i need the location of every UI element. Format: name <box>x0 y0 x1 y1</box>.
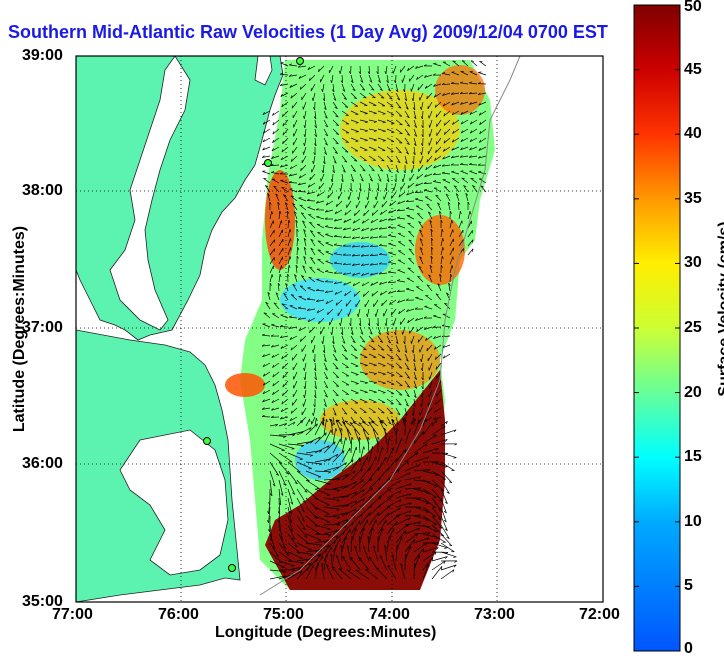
grid <box>76 56 603 602</box>
delaware-bay <box>254 56 273 86</box>
x-axis-label: Longitude (Degrees:Minutes) <box>215 624 437 641</box>
pamlico-sound <box>119 429 229 576</box>
y-tick-label: 37:00 <box>22 319 63 336</box>
x-tick-label: 77:00 <box>52 606 93 623</box>
y-tick-label: 39:00 <box>22 47 63 64</box>
y-tick-label: 35:00 <box>22 593 63 610</box>
colorbar-tick-label: 50 <box>684 0 702 15</box>
colorbar-tick-label: 25 <box>684 319 702 336</box>
y-tick-label: 38:00 <box>22 182 63 199</box>
chesapeake-bay <box>109 56 191 331</box>
x-tick-label: 76:00 <box>158 606 199 623</box>
station-marker <box>228 564 236 572</box>
map-title: Southern Mid-Atlantic Raw Velocities (1 … <box>8 22 608 42</box>
x-tick-label: 73:00 <box>474 606 515 623</box>
x-tick-label: 75:00 <box>263 606 304 623</box>
station-marker <box>203 437 211 445</box>
colorbar-tick-label: 45 <box>684 60 702 78</box>
station-marker <box>296 57 304 65</box>
x-tick-label: 74:00 <box>369 606 410 623</box>
colorbar <box>633 4 681 652</box>
colorbar-tick-label: 0 <box>684 640 693 657</box>
colorbar-label: Surface Velocity (cm/s) <box>716 221 724 397</box>
colorbar-tick-label: 30 <box>684 254 702 272</box>
y-axis-label: Latitude (Degrees:Minutes) <box>11 225 28 433</box>
colorbar-tick-label: 35 <box>684 189 702 207</box>
y-tick-label: 36:00 <box>22 455 63 472</box>
colorbar-tick-label: 40 <box>684 125 702 143</box>
colorbar-tick-label: 5 <box>684 577 693 595</box>
high-velocity-zone <box>265 370 445 590</box>
colorbar-tick-label: 15 <box>684 448 702 466</box>
station-marker <box>264 159 272 167</box>
colorbar-tick-label: 10 <box>684 512 702 530</box>
colorbar-tick-label: 20 <box>684 383 702 401</box>
shelf-contour <box>259 56 521 596</box>
velocity-vectors <box>261 60 487 580</box>
x-tick-label: 72:00 <box>579 606 620 623</box>
